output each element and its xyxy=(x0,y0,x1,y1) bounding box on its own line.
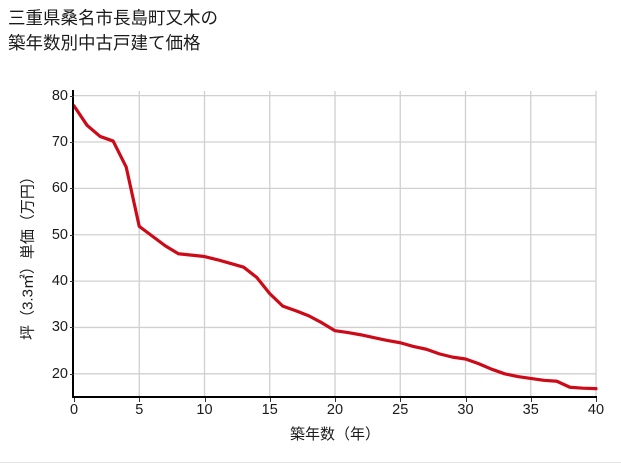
y-tick-mark xyxy=(70,373,74,375)
x-tick-label: 20 xyxy=(326,402,344,418)
x-tick-mark xyxy=(465,398,467,402)
x-tick-label: 25 xyxy=(392,402,409,418)
y-tick-mark xyxy=(70,188,74,190)
x-tick-label: 15 xyxy=(261,402,278,418)
y-tick-label: 40 xyxy=(51,273,68,290)
x-tick-mark xyxy=(530,398,532,402)
y-tick-label: 70 xyxy=(51,134,68,150)
x-tick-mark xyxy=(400,398,402,402)
y-tick-mark xyxy=(70,281,74,283)
x-tick-mark xyxy=(596,398,597,402)
x-tick-label: 35 xyxy=(522,402,539,418)
x-tick-mark xyxy=(335,398,336,402)
x-tick-mark xyxy=(269,398,271,402)
data-series-line xyxy=(72,104,598,391)
y-tick-mark xyxy=(70,142,74,143)
x-axis-title: 築年数（年） xyxy=(289,426,380,443)
y-tick-mark xyxy=(70,95,74,97)
y-tick-label: 20 xyxy=(51,365,68,382)
y-axis-spine xyxy=(72,90,75,398)
y-tick-label: 60 xyxy=(51,180,68,197)
gridlines xyxy=(74,91,597,397)
y-tick-label: 30 xyxy=(51,319,68,336)
x-axis-spine xyxy=(72,396,597,399)
y-axis-title: 坪（3.3㎡）単価（万円） xyxy=(19,169,37,340)
x-tick-mark xyxy=(74,398,75,402)
x-tick-mark xyxy=(204,398,206,402)
x-tick-label: 40 xyxy=(587,402,605,418)
plot-area xyxy=(72,91,598,397)
x-tick-label: 5 xyxy=(135,402,144,418)
x-tick-label: 30 xyxy=(457,402,474,418)
x-tick-label: 0 xyxy=(69,402,79,418)
figure-bottom-rule xyxy=(0,462,621,463)
x-tick-mark xyxy=(139,398,141,402)
y-tick-mark xyxy=(70,234,74,236)
y-axis-tick-labels: 20 30 40 50 60 70 80 xyxy=(22,0,68,465)
data-line-layer xyxy=(72,104,598,391)
y-tick-label: 50 xyxy=(51,226,68,243)
chart-title: 三重県桑名市長島町又木の 築年数別中古戸建て価格 xyxy=(8,8,218,53)
y-tick-mark xyxy=(70,327,74,329)
y-tick-label: 80 xyxy=(51,87,68,104)
x-tick-label: 10 xyxy=(196,402,213,418)
